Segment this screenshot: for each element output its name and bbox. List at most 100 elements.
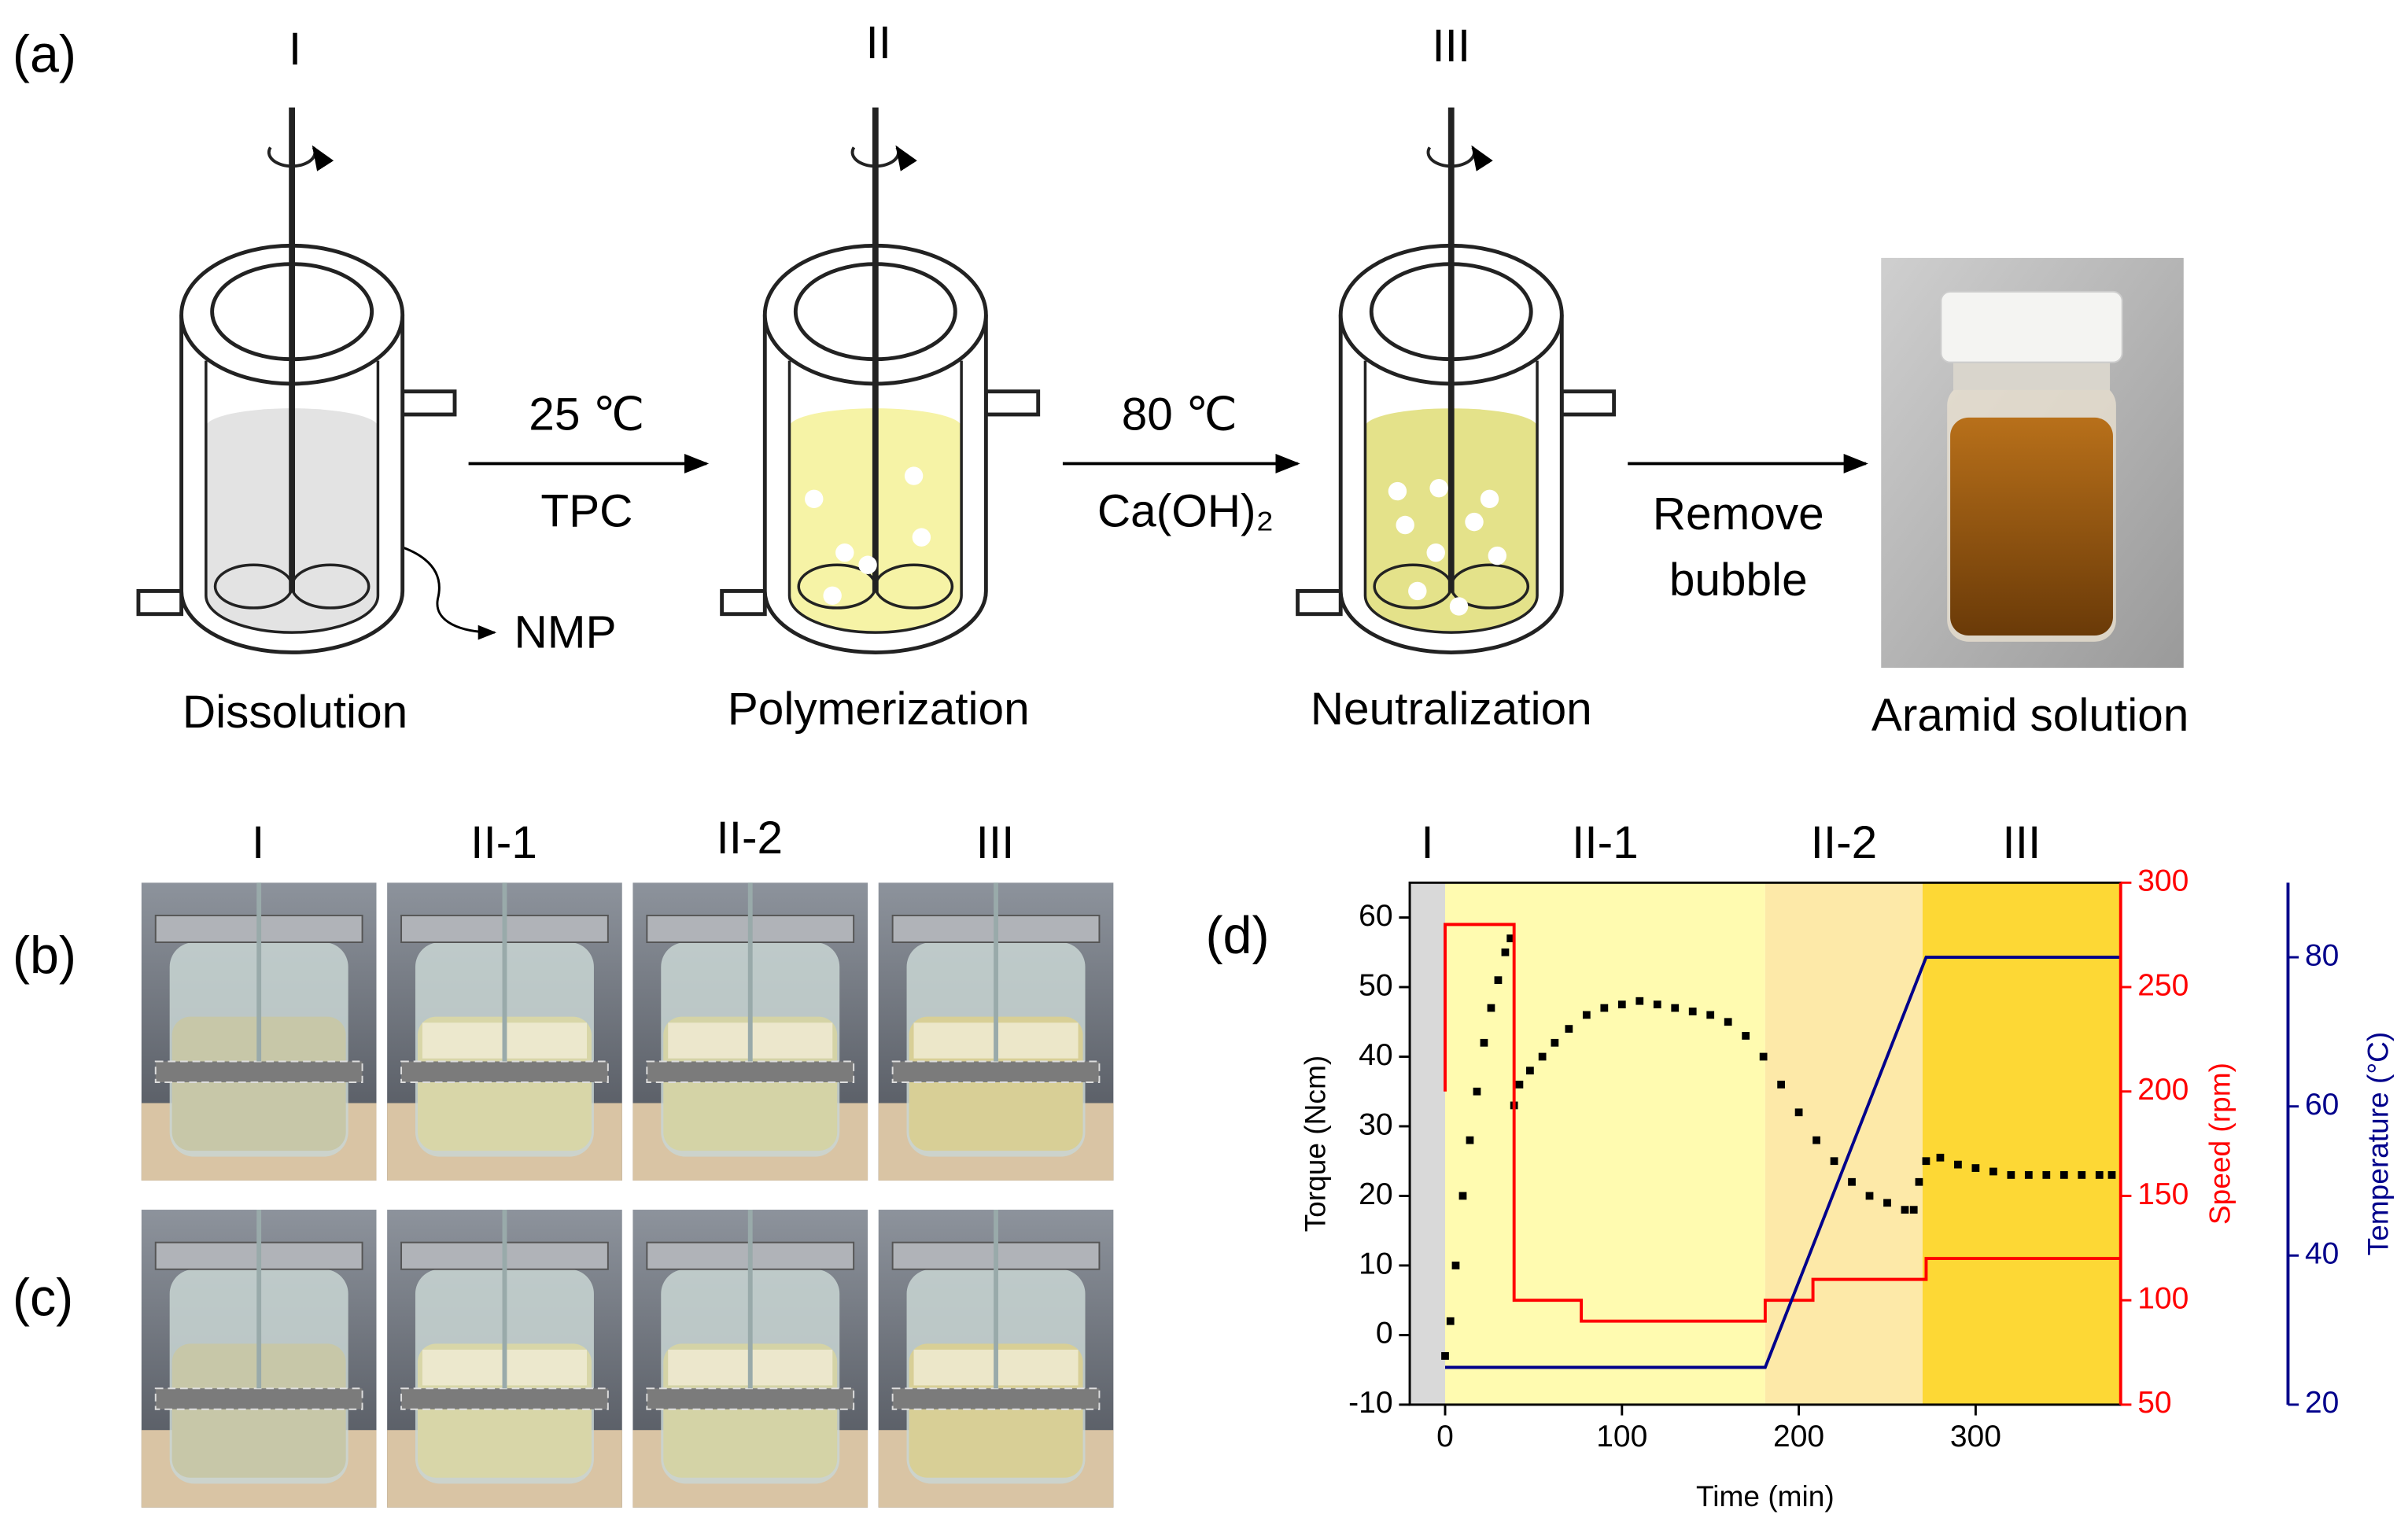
stage-name: Dissolution bbox=[183, 687, 407, 738]
torque-point bbox=[1848, 1177, 1856, 1186]
y2-tick-label: 150 bbox=[2137, 1177, 2189, 1211]
bubble bbox=[835, 543, 854, 562]
product-photo bbox=[1881, 257, 2184, 669]
photos bbox=[141, 882, 1114, 1508]
rotation bbox=[267, 145, 334, 171]
region bbox=[1922, 882, 2121, 1405]
y3-tick-label: 20 bbox=[2305, 1386, 2339, 1420]
photo bbox=[387, 882, 622, 1181]
torque-point bbox=[1515, 1081, 1524, 1089]
torque-point bbox=[1617, 1000, 1626, 1009]
chain bbox=[891, 1387, 1101, 1410]
torque-point bbox=[2042, 1171, 2051, 1179]
y-tick-label: 30 bbox=[1359, 1107, 1392, 1141]
panel-label: (b) bbox=[13, 927, 76, 985]
torque-point bbox=[1909, 1206, 1918, 1214]
torque-point bbox=[1671, 1004, 1680, 1012]
stage-name: Neutralization bbox=[1311, 683, 1592, 735]
y-tick-label: 50 bbox=[1359, 968, 1392, 1002]
impeller bbox=[290, 563, 371, 610]
torque-point bbox=[1653, 1000, 1661, 1009]
series-line bbox=[1445, 956, 2121, 1369]
torque-point bbox=[1915, 1177, 1923, 1186]
bubble bbox=[1449, 597, 1469, 616]
reactor bbox=[136, 107, 457, 654]
torque-point bbox=[1883, 1199, 1891, 1207]
x-tick-label: 300 bbox=[1950, 1420, 2001, 1453]
stage-numeral: II bbox=[865, 17, 891, 68]
y2-tick-label: 200 bbox=[2137, 1073, 2189, 1107]
x-tick-label: 0 bbox=[1436, 1420, 1454, 1453]
y2-tick-label: 300 bbox=[2137, 864, 2189, 898]
bubble bbox=[1465, 512, 1484, 532]
vessel bbox=[205, 360, 380, 634]
step-label: Remove bbox=[1653, 488, 1824, 540]
pipe bbox=[983, 389, 1041, 417]
chain bbox=[154, 1387, 363, 1410]
torque-point bbox=[1494, 976, 1503, 985]
chain bbox=[400, 1060, 609, 1083]
x-tick-label: 200 bbox=[1773, 1420, 1824, 1453]
bubble bbox=[912, 528, 931, 547]
torque-point bbox=[1830, 1157, 1838, 1166]
torque-point bbox=[1551, 1038, 1559, 1047]
y3-tick-label: 80 bbox=[2305, 938, 2339, 972]
pipe bbox=[136, 589, 184, 617]
chain bbox=[891, 1060, 1101, 1083]
region bbox=[1445, 882, 1765, 1405]
bubble bbox=[858, 555, 877, 574]
region-label: I bbox=[1421, 817, 1433, 868]
bubble bbox=[823, 586, 842, 606]
torque-point bbox=[1688, 1008, 1697, 1015]
chain bbox=[400, 1387, 609, 1410]
region-label: II-2 bbox=[1811, 817, 1878, 868]
torque-point bbox=[1501, 948, 1510, 956]
torque-point bbox=[1901, 1206, 1909, 1214]
bubble bbox=[1488, 546, 1507, 566]
reactor bbox=[1296, 107, 1617, 654]
stage-name: Polymerization bbox=[728, 683, 1030, 735]
region-label: II-1 bbox=[1572, 817, 1639, 868]
torque-point bbox=[1742, 1032, 1750, 1040]
region bbox=[1410, 882, 1446, 1405]
step-label: TPC bbox=[540, 485, 632, 536]
torque-point bbox=[1582, 1011, 1591, 1019]
torque-point bbox=[1794, 1108, 1803, 1117]
y2-tick-label: 250 bbox=[2137, 968, 2189, 1002]
torque-point bbox=[1635, 997, 1644, 1005]
photo bbox=[632, 1210, 868, 1508]
y3-tick-label: 60 bbox=[2305, 1088, 2339, 1122]
reactor bbox=[720, 107, 1041, 654]
y-tick-label: 60 bbox=[1359, 899, 1392, 933]
column-label: I bbox=[252, 817, 264, 868]
chart: (d) I II-1 II-2 III 0 100 200 300 -10 0 10 20 30 40 50… bbox=[1205, 817, 2394, 1512]
bubble bbox=[1408, 581, 1427, 601]
torque-point bbox=[1538, 1052, 1547, 1061]
torque-point bbox=[2095, 1171, 2104, 1179]
panel-label: (c) bbox=[13, 1269, 73, 1328]
step-label: Ca(OH)₂ bbox=[1097, 485, 1274, 536]
torque-point bbox=[1865, 1192, 1874, 1200]
torque-point bbox=[2024, 1171, 2033, 1179]
y-tick-label: 0 bbox=[1376, 1317, 1393, 1350]
torque-point bbox=[1971, 1164, 1980, 1172]
y3-tick-label: 40 bbox=[2305, 1237, 2339, 1271]
torque-point bbox=[1506, 934, 1515, 942]
torque-point bbox=[1812, 1136, 1820, 1144]
torque-point bbox=[1922, 1157, 1930, 1166]
product-name: Aramid solution bbox=[1871, 690, 2189, 741]
photo bbox=[387, 1210, 622, 1508]
pipe bbox=[1559, 389, 1617, 417]
y2-tick-label: 100 bbox=[2137, 1281, 2189, 1315]
panel-label: (a) bbox=[13, 26, 76, 84]
bubble bbox=[1480, 489, 1499, 509]
torque-point bbox=[1487, 1004, 1495, 1012]
bubble bbox=[1388, 481, 1407, 501]
torque-point bbox=[2007, 1171, 2015, 1179]
torque-point bbox=[1936, 1153, 1945, 1162]
pipe bbox=[1296, 589, 1343, 617]
photo bbox=[878, 882, 1114, 1181]
torque-point bbox=[1441, 1352, 1449, 1360]
torque-point bbox=[1458, 1192, 1467, 1200]
